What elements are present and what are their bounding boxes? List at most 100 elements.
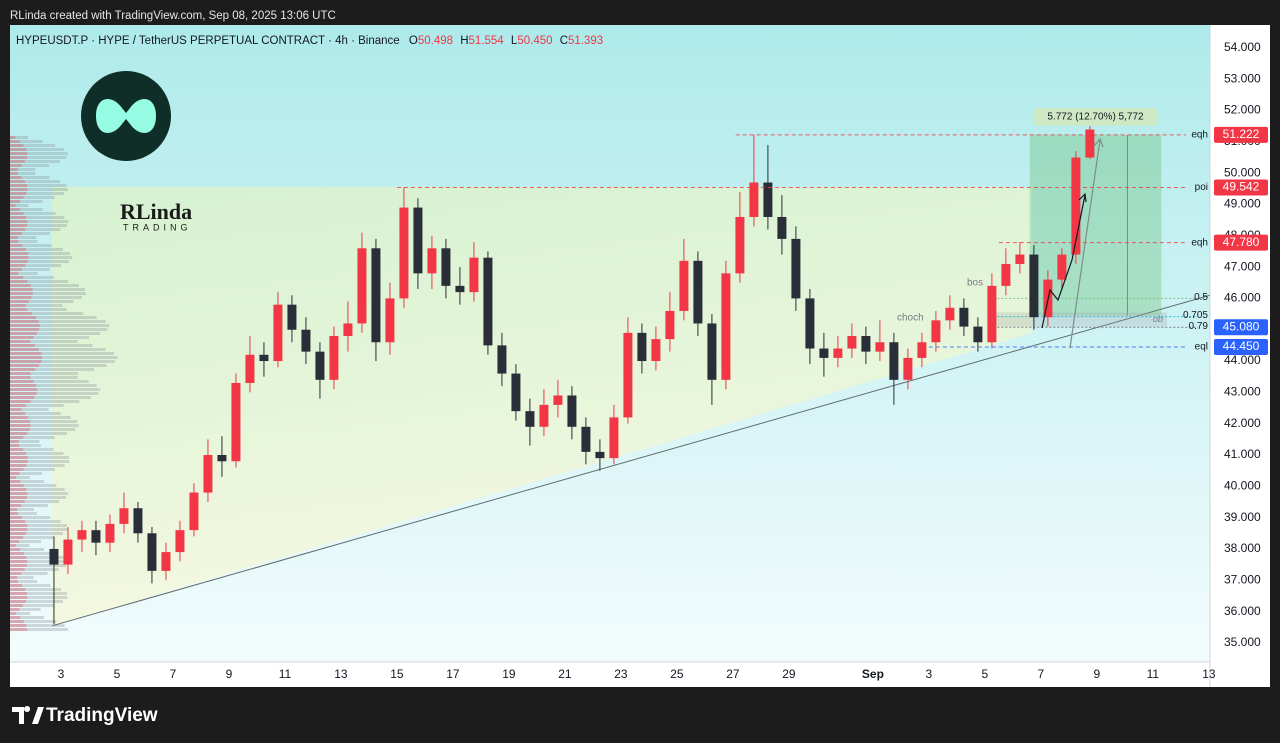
profile-bar: [10, 548, 44, 551]
profile-bar: [10, 236, 18, 239]
profile-bar: [10, 592, 67, 595]
profile-bar: [10, 220, 69, 223]
candle-body: [273, 304, 283, 362]
candle-body: [63, 539, 73, 565]
profile-bar: [10, 260, 69, 263]
profile-bar: [10, 400, 31, 403]
profile-bar: [10, 404, 27, 407]
candle-body: [315, 351, 325, 380]
x-tick-label: 13: [334, 667, 348, 681]
profile-bar: [10, 180, 61, 183]
candle-body: [511, 373, 521, 412]
candle-body: [1001, 263, 1011, 286]
profile-bar: [10, 532, 64, 535]
profile-bar: [10, 340, 78, 343]
x-tick-label: 11: [279, 667, 292, 681]
candle-body: [819, 348, 829, 358]
profile-bar: [10, 432, 67, 435]
trendline: [52, 294, 1210, 627]
price-tag-label: 45.080: [1223, 319, 1260, 333]
price-tag: [1214, 126, 1268, 143]
x-tick-label: 29: [782, 667, 796, 681]
profile-bar: [10, 448, 24, 451]
profile-bar: [10, 408, 49, 411]
profile-bar: [10, 592, 28, 595]
profile-bar: [10, 320, 39, 323]
profile-bar: [10, 232, 50, 235]
candle-body: [693, 260, 703, 324]
candle-body: [791, 238, 801, 299]
profile-bar: [10, 628, 28, 631]
footer-bar: [0, 687, 1280, 743]
candle-body: [259, 354, 269, 362]
profile-bar: [10, 364, 40, 367]
footer-brand: TradingView: [46, 705, 158, 726]
profile-bar: [10, 520, 26, 523]
candle-body: [1015, 254, 1025, 264]
profile-bar: [10, 468, 24, 471]
profile-bar: [10, 528, 28, 531]
candle-body: [763, 182, 773, 217]
profile-bar: [10, 404, 64, 407]
profile-bar: [10, 392, 37, 395]
profile-bar: [10, 136, 16, 139]
profile-bar: [10, 524, 67, 527]
profile-bar: [10, 384, 37, 387]
profile-bar: [10, 164, 49, 167]
candle-body: [217, 454, 227, 462]
projection-arrow: [1069, 139, 1101, 349]
profile-bar: [10, 232, 22, 235]
level-name: eqh: [1191, 237, 1208, 248]
profile-bar: [10, 580, 19, 583]
profile-bar: [10, 568, 25, 571]
profile-bar: [10, 200, 43, 203]
y-tick-label: 44.000: [1224, 353, 1261, 367]
price-tag: [1214, 319, 1268, 336]
profile-bar: [10, 552, 24, 555]
profile-bar: [10, 144, 24, 147]
profile-bar: [10, 476, 30, 479]
profile-bar: [10, 192, 27, 195]
profile-bar: [10, 356, 118, 359]
brand-sub: TRADING: [123, 222, 192, 232]
profile-bar: [10, 612, 30, 615]
candle-body: [343, 323, 353, 336]
x-tick-label: 7: [1038, 667, 1045, 681]
profile-bar: [10, 160, 60, 163]
profile-bar: [10, 140, 20, 143]
profile-bar: [10, 244, 52, 247]
profile-bar: [10, 452, 27, 455]
profile-bar: [10, 256, 29, 259]
profile-bar: [10, 152, 28, 155]
profile-bar: [10, 472, 42, 475]
profile-bar: [10, 296, 82, 299]
path-arrow: [1041, 194, 1086, 329]
candle-body: [455, 285, 465, 293]
candle-body: [441, 248, 451, 286]
profile-bar: [10, 552, 57, 555]
profile-bar: [10, 324, 110, 327]
x-tick-label: 9: [226, 667, 233, 681]
candle-body: [231, 382, 241, 462]
profile-bar: [10, 288, 33, 291]
profile-bar: [10, 540, 41, 543]
profile-bar: [10, 528, 68, 531]
profile-bar: [10, 156, 67, 159]
profile-bar: [10, 396, 35, 399]
profile-bar: [10, 368, 36, 371]
profile-bar: [10, 364, 107, 367]
y-tick-label: 43.000: [1224, 385, 1261, 399]
candle-body: [861, 335, 871, 352]
profile-bar: [10, 216, 27, 219]
profile-bar: [10, 308, 27, 311]
candle-body: [623, 332, 633, 418]
x-tick-label: 7: [170, 667, 177, 681]
price-tag: [1214, 234, 1268, 251]
profile-bar: [10, 356, 43, 359]
profile-bar: [10, 360, 42, 363]
profile-bar: [10, 352, 115, 355]
profile-bar: [10, 420, 78, 423]
profile-bar: [10, 256, 73, 259]
profile-bar: [10, 260, 28, 263]
